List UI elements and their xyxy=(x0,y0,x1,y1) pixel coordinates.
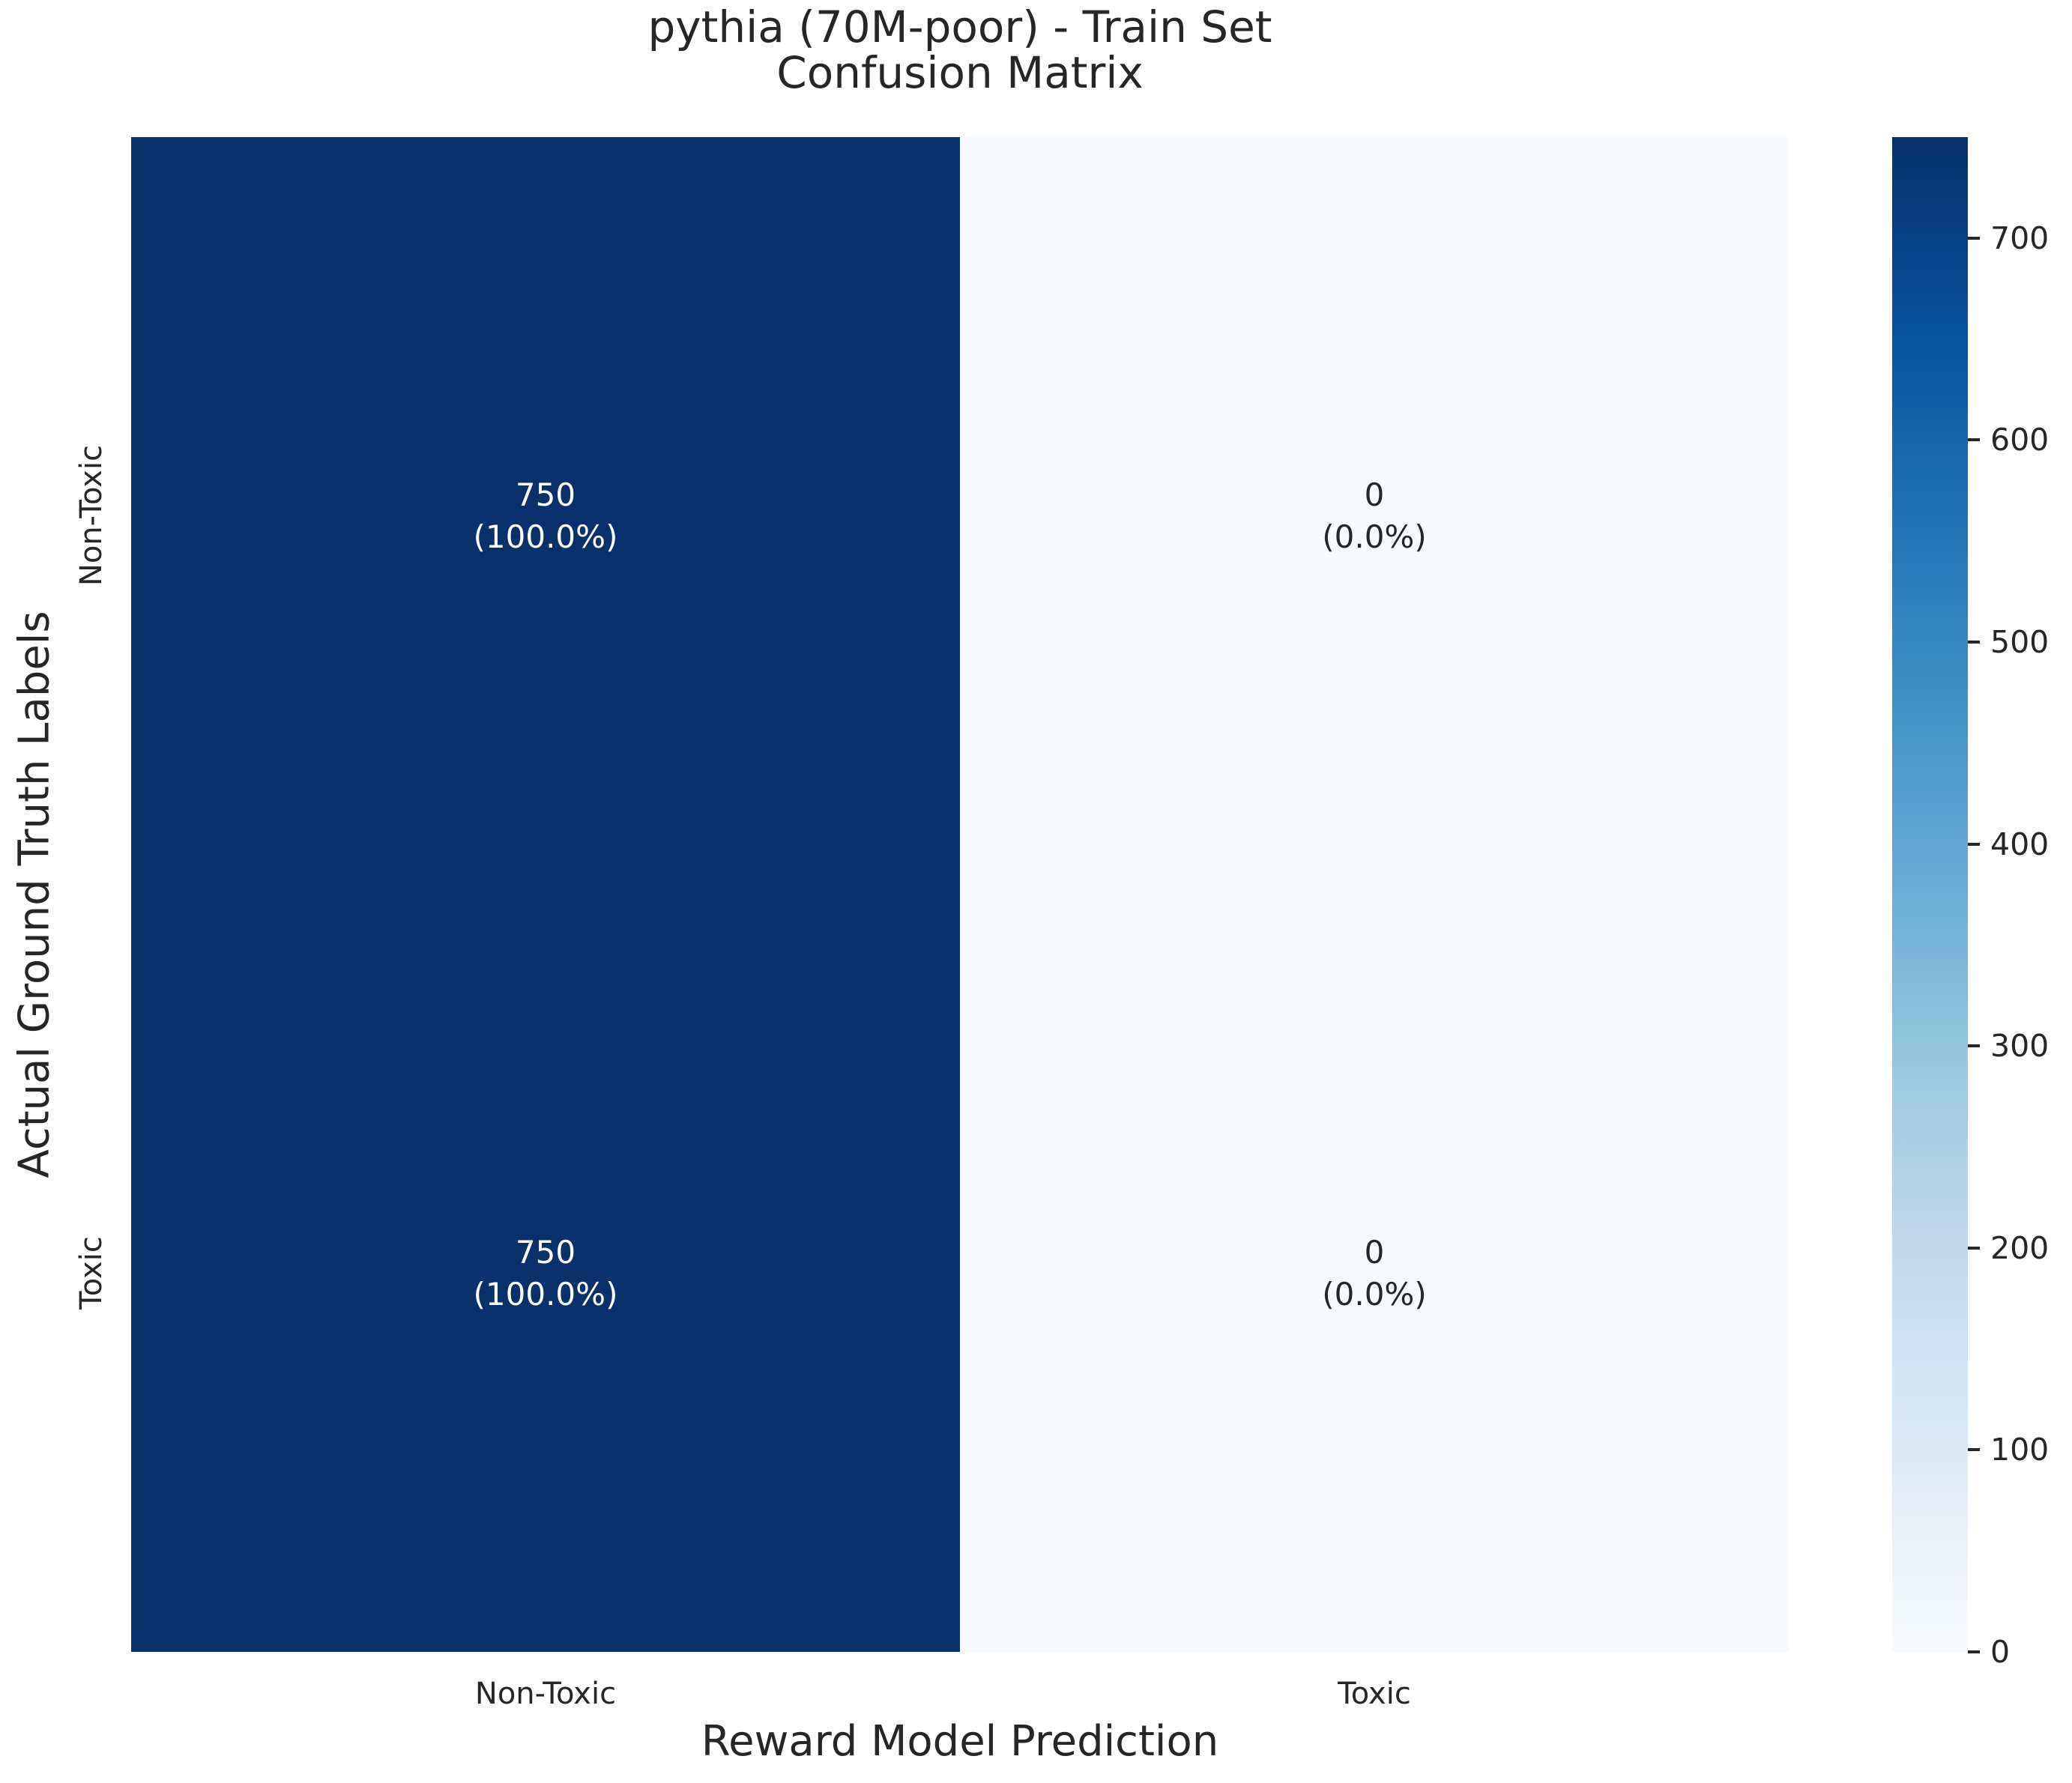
cell-annotation: 0 (0.0%) xyxy=(1322,1232,1426,1315)
colorbar-tick: 500 xyxy=(1968,624,2049,660)
xtick-label-nontoxic: Non-Toxic xyxy=(474,1677,617,1711)
colorbar-tick-mark xyxy=(1968,1246,1980,1250)
colorbar-tick-mark xyxy=(1968,842,1980,846)
colorbar-tick-label: 300 xyxy=(1990,1028,2050,1065)
colorbar-tick-mark xyxy=(1968,438,1980,442)
colorbar-tick-mark xyxy=(1968,1650,1980,1653)
colorbar-tick-label: 500 xyxy=(1990,624,2050,660)
cell-annotation: 0 (0.0%) xyxy=(1322,474,1426,557)
colorbar-tick-mark xyxy=(1968,236,1980,240)
colorbar-tick-label: 200 xyxy=(1990,1229,2050,1266)
heatmap-cell-nontoxic-nontoxic: 750 (100.0%) xyxy=(131,137,960,894)
colorbar-tick-label: 100 xyxy=(1990,1432,2050,1468)
colorbar-tick-mark xyxy=(1968,1448,1980,1452)
heatmap-cell-nontoxic-toxic: 0 (0.0%) xyxy=(960,137,1789,894)
cell-count: 0 xyxy=(1364,1234,1385,1271)
cell-count: 750 xyxy=(515,476,576,514)
colorbar-tick-label: 400 xyxy=(1990,826,2050,862)
xtick-label-toxic: Toxic xyxy=(1338,1677,1411,1711)
ytick-label-nontoxic: Non-Toxic xyxy=(74,444,109,587)
heatmap-cell-toxic-toxic: 0 (0.0%) xyxy=(960,894,1789,1652)
heatmap-axes: 750 (100.0%) 0 (0.0%) 750 (100.0%) 0 (0.… xyxy=(131,137,1789,1652)
y-axis-label: Actual Ground Truth Labels xyxy=(10,611,59,1178)
colorbar-tick: 600 xyxy=(1968,422,2049,458)
colorbar-tick-mark xyxy=(1968,1044,1980,1048)
colorbar-tick: 400 xyxy=(1968,826,2049,862)
cell-annotation: 750 (100.0%) xyxy=(474,474,618,557)
cell-percent: (0.0%) xyxy=(1322,518,1427,555)
chart-title-line2: Confusion Matrix xyxy=(776,47,1144,99)
cell-percent: (100.0%) xyxy=(473,1275,618,1313)
colorbar-ticks: 0 100 200 300 400 500 600 700 xyxy=(1968,137,2072,1670)
colorbar-tick: 200 xyxy=(1968,1230,2049,1266)
heatmap-cell-toxic-nontoxic: 750 (100.0%) xyxy=(131,894,960,1652)
cell-percent: (0.0%) xyxy=(1322,1275,1427,1313)
colorbar-tick-label: 0 xyxy=(1990,1634,2011,1670)
colorbar-tick: 100 xyxy=(1968,1432,2049,1468)
cell-percent: (100.0%) xyxy=(473,518,618,555)
chart-title: pythia (70M-poor) - Train Set Confusion … xyxy=(131,4,1789,97)
cell-count: 0 xyxy=(1364,476,1385,514)
chart-title-line1: pythia (70M-poor) - Train Set xyxy=(647,1,1272,52)
cell-count: 750 xyxy=(515,1234,576,1271)
x-axis-label: Reward Model Prediction xyxy=(701,1717,1219,1766)
colorbar-gradient xyxy=(1892,137,1968,1652)
colorbar-tick-label: 600 xyxy=(1990,422,2050,458)
colorbar-tick: 300 xyxy=(1968,1028,2049,1064)
ytick-label-toxic: Toxic xyxy=(74,1236,109,1310)
colorbar-tick-mark xyxy=(1968,641,1980,644)
cell-annotation: 750 (100.0%) xyxy=(474,1232,618,1315)
colorbar-tick: 700 xyxy=(1968,220,2049,256)
colorbar-tick: 0 xyxy=(1968,1634,2010,1670)
colorbar-tick-label: 700 xyxy=(1990,220,2050,256)
